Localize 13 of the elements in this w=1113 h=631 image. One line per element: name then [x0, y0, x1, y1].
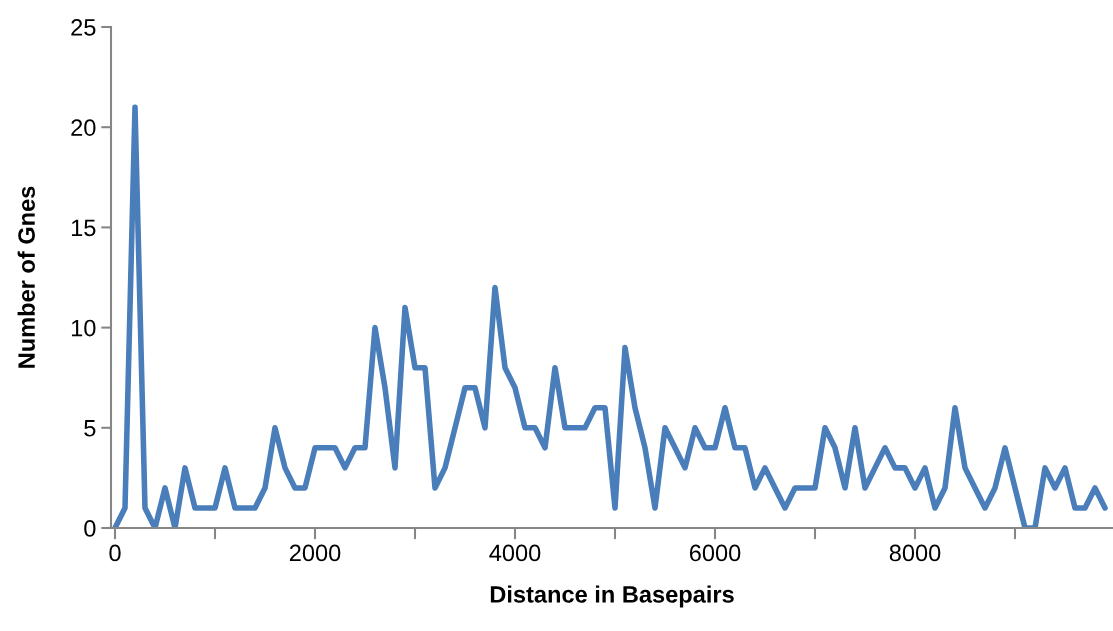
y-tick-label: 20	[71, 119, 96, 136]
x-tick-label: 2000	[289, 544, 341, 562]
y-tick-label: 25	[71, 19, 96, 36]
x-tick-label: 8000	[889, 544, 941, 562]
y-tick-label: 15	[71, 219, 96, 237]
x-tick-label: 6000	[689, 544, 741, 562]
y-tick-label: 5	[84, 420, 96, 437]
x-tick-label: 4000	[489, 544, 541, 562]
y-axis-title: Number of Gnes	[17, 186, 35, 368]
x-tick-label: 0	[109, 544, 121, 562]
y-tick-label: 10	[71, 319, 96, 337]
y-tick-label: 0	[84, 520, 96, 537]
x-axis-title: Distance in Basepairs	[490, 585, 734, 608]
